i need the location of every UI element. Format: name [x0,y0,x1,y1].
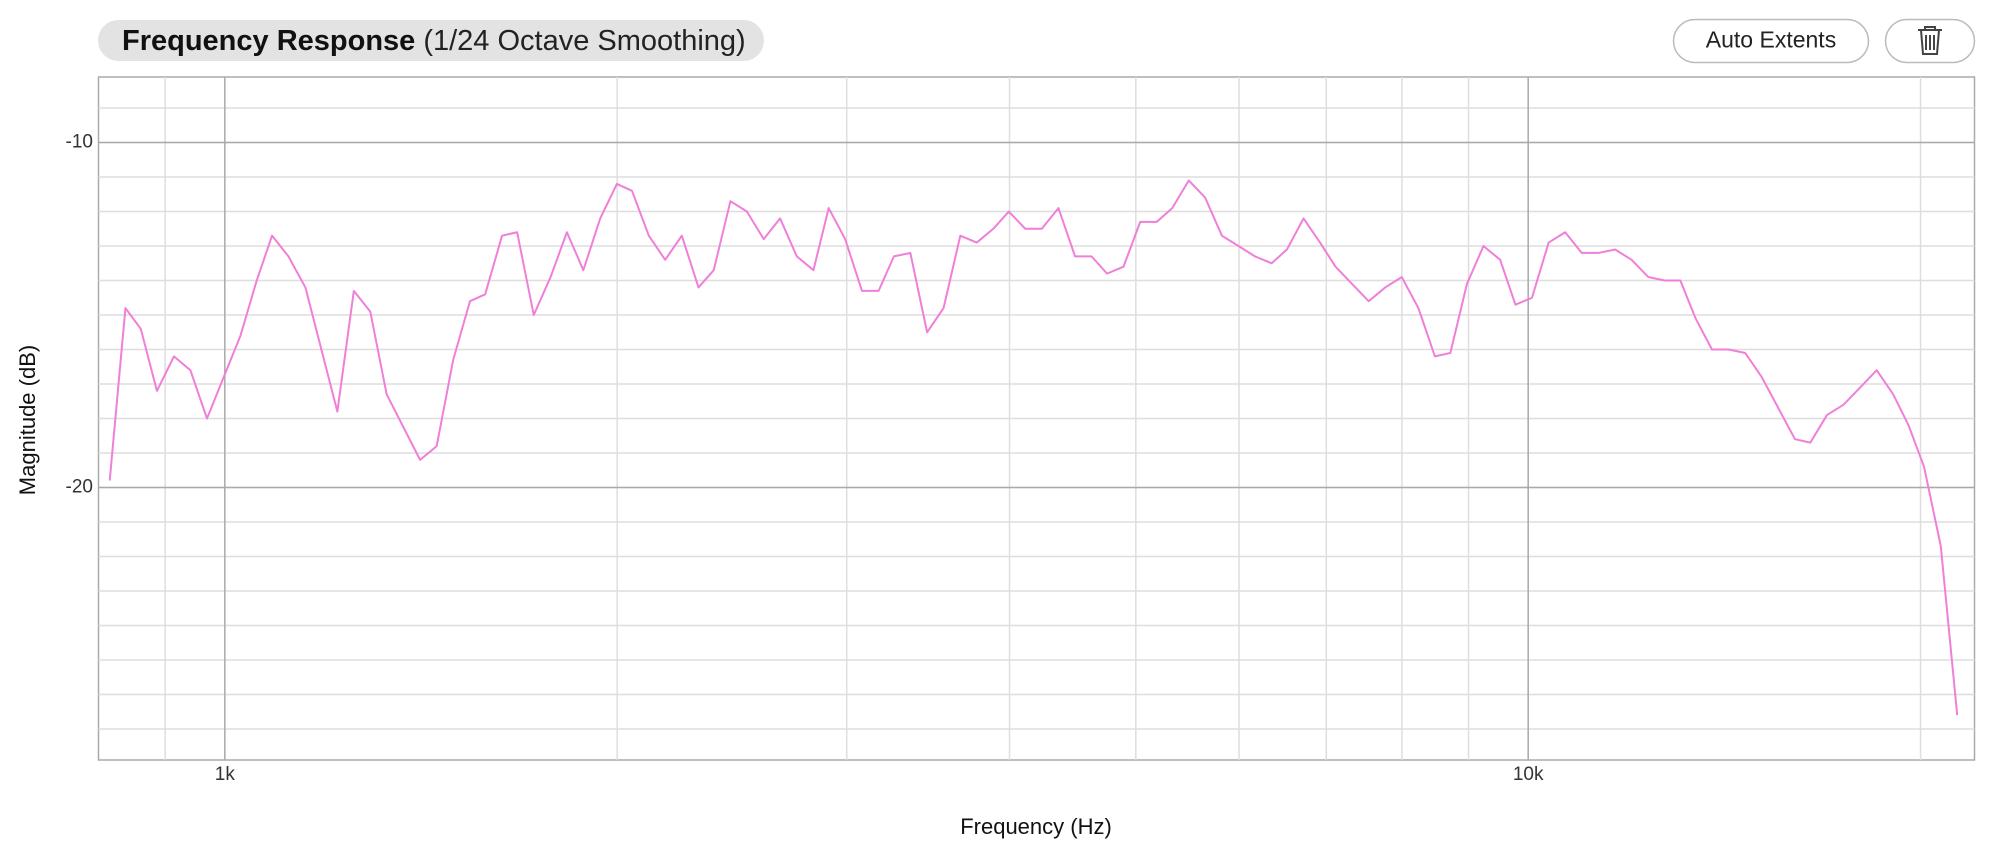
chart-title: Frequency Response [122,25,415,57]
x-tick-label: 1k [215,764,236,785]
grid [98,77,1975,760]
y-axis-label: Magnitude (dB) [15,345,40,495]
y-tick-label: -20 [66,477,93,498]
trash-icon[interactable] [1918,26,1942,55]
x-axis-label: Frequency (Hz) [960,814,1112,839]
chart-subtitle: (1/24 Octave Smoothing) [423,25,745,57]
button-label[interactable]: Auto Extents [1706,27,1836,53]
title-group: Frequency Response (1/24 Octave Smoothing… [122,25,746,57]
data-line [108,179,1959,716]
y-tick-label: -10 [66,132,93,153]
delete-button[interactable] [1884,18,1976,64]
marks [108,179,1959,716]
auto-extents-button[interactable]: Auto Extents [1672,18,1870,64]
title-pill [98,20,764,61]
button-frame[interactable] [1672,18,1870,64]
x-tick-label: 10k [1513,764,1544,785]
